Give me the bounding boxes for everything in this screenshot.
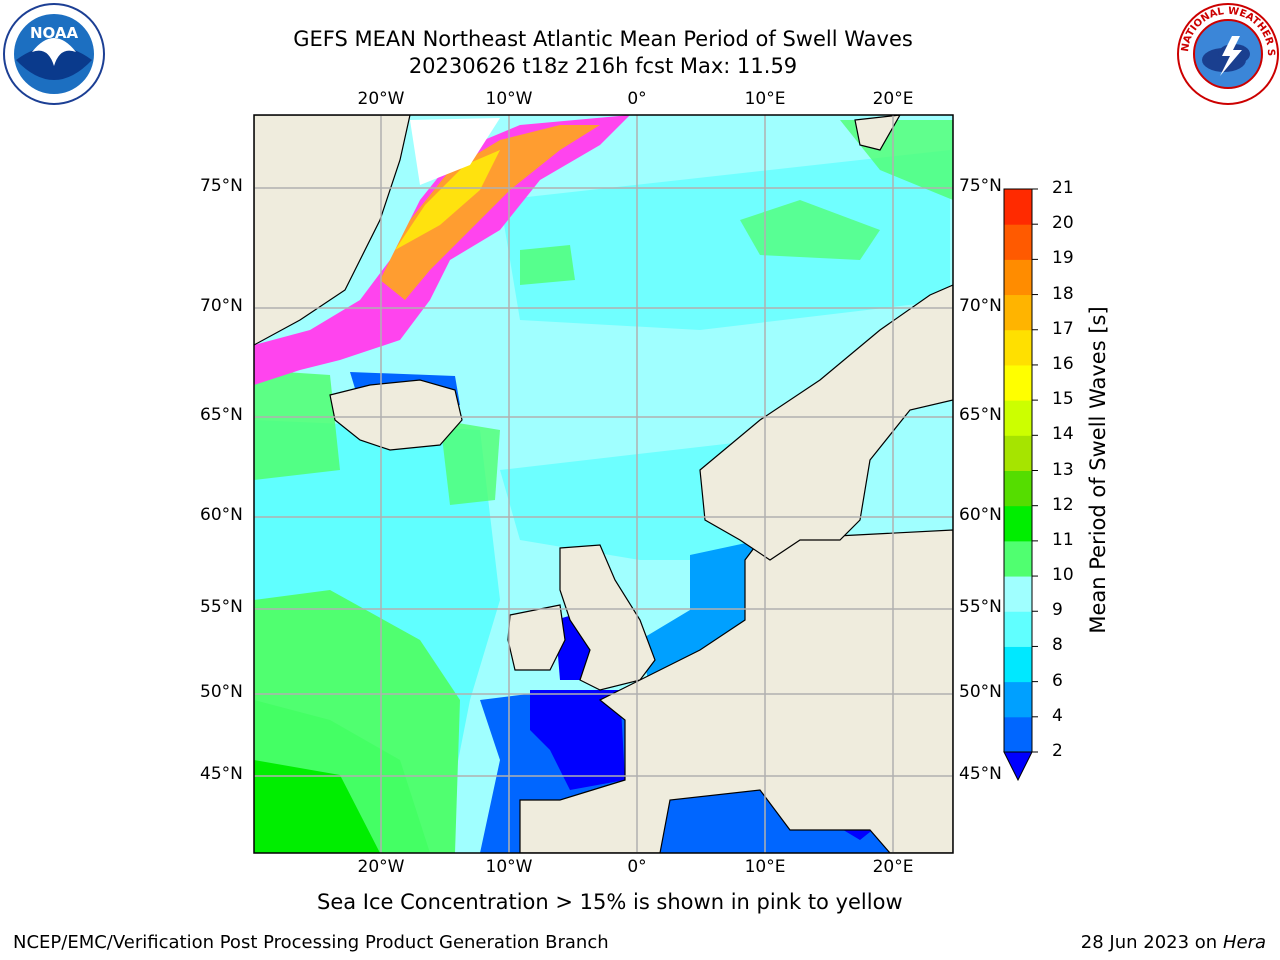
colorbar-tick-label: 16 (1052, 353, 1074, 374)
colorbar-tick-label: 10 (1052, 565, 1074, 586)
colorbar-segment (1004, 435, 1032, 471)
lat-label-left: 55°N (200, 597, 243, 617)
colorbar-segment (1004, 189, 1032, 225)
lon-label-top: 20°E (872, 89, 914, 109)
lon-label-top: 10°W (485, 89, 533, 109)
colorbar-segment (1004, 294, 1032, 331)
map-subtitle: 20230626 t18z 216h fcst Max: 11.59 (408, 54, 798, 78)
land (254, 115, 953, 853)
colorbar-segment (1004, 224, 1032, 260)
lon-label-bottom: 10°W (485, 857, 533, 877)
lat-label-right: 50°N (959, 682, 1002, 702)
sea-ice-note: Sea Ice Concentration > 15% is shown in … (317, 890, 903, 914)
lon-label-top: 10°E (744, 89, 786, 109)
colorbar-segment (1004, 329, 1032, 366)
map-title: GEFS MEAN Northeast Atlantic Mean Period… (293, 27, 913, 51)
colorbar-segment (1004, 470, 1032, 507)
map-frame (253, 114, 954, 854)
colorbar-tick-label: 19 (1052, 248, 1074, 269)
lat-label-left: 65°N (200, 405, 243, 425)
lon-label-bottom: 0° (627, 857, 647, 877)
colorbar-segment (1004, 505, 1032, 542)
colorbar-segment (1004, 611, 1032, 647)
credit-text: NCEP/EMC/Verification Post Processing Pr… (13, 932, 609, 953)
colorbar-tick-label: 4 (1052, 705, 1063, 726)
colorbar-segment (1004, 576, 1032, 612)
lat-label-left: 60°N (200, 505, 243, 525)
colorbar-tick-label: 15 (1052, 389, 1074, 410)
colorbar-tick-label: 2 (1052, 741, 1063, 761)
host-name: Hera (1222, 932, 1266, 953)
colorbar-tick-label: 20 (1052, 213, 1074, 234)
colorbar-segment (1004, 716, 1032, 753)
colorbar-label: Mean Period of Swell Waves [s] (1086, 306, 1110, 634)
colorbar (1003, 188, 1038, 782)
colorbar-tick-label: 13 (1052, 459, 1074, 480)
graticule (254, 115, 953, 853)
nws-logo-icon: NATIONAL WEATHER SERVICE (1176, 2, 1279, 105)
colorbar-segment (1004, 681, 1032, 718)
colorbar-tick-label: 14 (1052, 424, 1074, 445)
lon-label-bottom: 20°W (357, 857, 405, 877)
colorbar-tick-label: 8 (1052, 635, 1063, 656)
colorbar-tick-label: 9 (1052, 600, 1063, 621)
lon-label-bottom: 10°E (744, 857, 786, 877)
lat-label-right: 65°N (959, 405, 1002, 425)
noaa-logo-icon: NOAA (3, 3, 105, 105)
lat-label-left: 45°N (200, 764, 243, 784)
lat-label-left: 70°N (200, 296, 243, 316)
swell-field (254, 115, 953, 853)
lon-label-top: 0° (627, 89, 647, 109)
colorbar-segment (1004, 259, 1032, 296)
colorbar-segment (1004, 364, 1032, 401)
noaa-logo-text: NOAA (30, 24, 79, 42)
lat-label-right: 70°N (959, 296, 1002, 316)
colorbar-extend-arrow (1003, 751, 1033, 782)
lon-label-top: 20°W (357, 89, 405, 109)
colorbar-segment (1004, 400, 1032, 436)
lat-label-right: 45°N (959, 764, 1002, 784)
colorbar-tick-label: 17 (1052, 318, 1074, 339)
colorbar-segment (1004, 540, 1032, 577)
lat-label-right: 55°N (959, 597, 1002, 617)
colorbar-tick-label: 6 (1052, 670, 1063, 691)
run-date: 28 Jun 2023 on Hera (1080, 932, 1266, 953)
colorbar-tick-label: 12 (1052, 494, 1074, 515)
colorbar-tick-label: 21 (1052, 178, 1074, 198)
lat-label-left: 50°N (200, 682, 243, 702)
lon-label-bottom: 20°E (872, 857, 914, 877)
lat-label-right: 75°N (959, 176, 1002, 196)
colorbar-tick-label: 11 (1052, 529, 1074, 550)
lat-label-left: 75°N (200, 176, 243, 196)
colorbar-tick-label: 18 (1052, 283, 1074, 304)
colorbar-segment (1004, 646, 1032, 683)
lat-label-right: 60°N (959, 505, 1002, 525)
